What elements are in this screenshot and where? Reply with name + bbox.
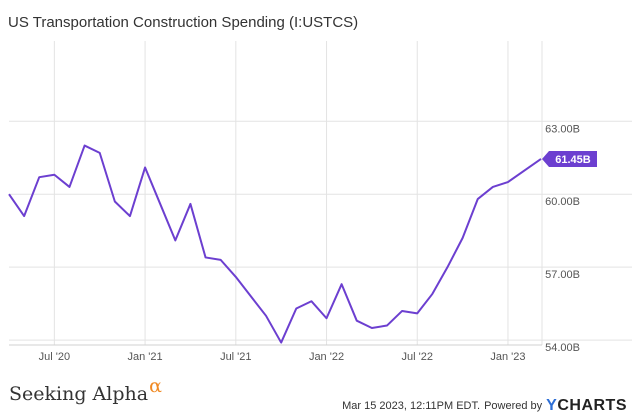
data-point [507,181,509,183]
data-point [265,315,267,317]
data-point [23,215,25,217]
data-point [144,166,146,168]
data-point [174,239,176,241]
data-point [416,312,418,314]
x-tick-label: Jan '23 [490,351,525,363]
data-point [280,341,282,343]
powered-by-text: Powered by [484,400,543,412]
y-tick-label: 63.00B [545,123,580,135]
x-tick-label: Jul '20 [39,351,70,363]
footer-credits: Mar 15 2023, 12:11PM EDT. Powered by Y CH… [342,397,627,415]
data-point [401,310,403,312]
data-point [219,259,221,261]
data-point [250,295,252,297]
data-point [295,307,297,309]
data-point [53,174,55,176]
data-point [461,237,463,239]
timestamp: Mar 15 2023, 12:11PM EDT. [342,400,481,412]
data-point [114,200,116,202]
chart-title: US Transportation Construction Spending … [8,14,359,31]
ycharts-text: CHARTS [557,397,627,414]
data-point [38,176,40,178]
last-value-badge-shape [542,150,597,167]
data-point [371,327,373,329]
x-tick-label: Jan '22 [309,351,344,363]
data-point [325,317,327,319]
last-value-label: 61.45B [555,154,591,166]
series-layer [8,144,542,344]
ycharts-logo[interactable]: Y CHARTS [546,397,627,415]
data-point [477,198,479,200]
data-point [99,152,101,154]
data-point [431,293,433,295]
y-tick-label: 60.00B [545,196,580,208]
grid-lines [9,41,632,346]
data-point [235,276,237,278]
x-tick-label: Jul '21 [220,351,251,363]
x-tick-label: Jul '22 [402,351,433,363]
data-point [356,319,358,321]
seeking-alpha-logo: Seeking Alphaα [9,375,162,405]
data-point [386,324,388,326]
last-value-badge: 61.45B [542,150,597,167]
data-point [492,186,494,188]
data-point [340,283,342,285]
data-point [310,300,312,302]
data-point [159,203,161,205]
data-point [189,203,191,205]
data-point [204,256,206,258]
data-point [68,186,70,188]
seeking-alpha-text: Seeking Alpha [9,383,149,405]
axis-labels: Jul '20 Jan '21 Jul '21 Jan '22 Jul '22 Jan '… [39,123,580,363]
y-tick-label: 54.00B [545,342,580,354]
ycharts-y-icon: Y [546,397,558,414]
data-point [446,266,448,268]
alpha-icon: α [149,375,162,397]
data-point [8,193,10,195]
x-tick-label: Jan '21 [128,351,163,363]
series-line [8,144,542,344]
data-point [129,215,131,217]
data-point [540,158,542,160]
data-point [83,144,85,146]
y-tick-label: 57.00B [545,269,580,281]
